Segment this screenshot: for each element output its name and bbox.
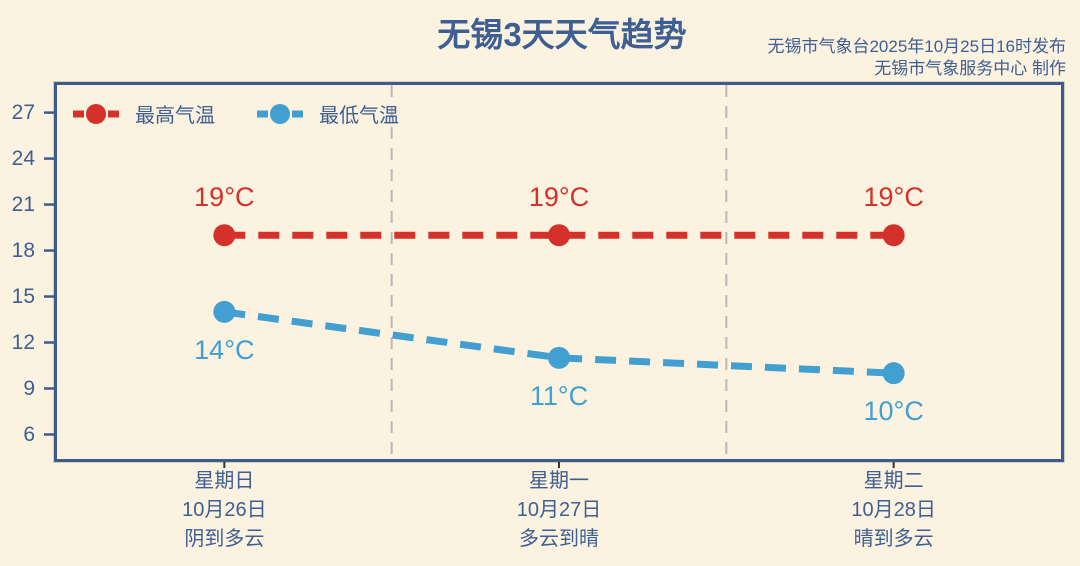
data-point-max-0 — [213, 224, 236, 247]
y-axis-tick-label: 27 — [12, 101, 35, 124]
y-axis-tick-label: 18 — [12, 239, 35, 262]
publisher-release-line: 无锡市气象台2025年10月25日16时发布 — [767, 37, 1066, 56]
publisher-maker-line: 无锡市气象服务中心 制作 — [874, 59, 1066, 79]
x-label-date: 10月26日 — [182, 499, 267, 521]
value-label-max-0: 19°C — [194, 182, 254, 212]
data-point-min-2 — [882, 362, 905, 385]
x-label-weather: 晴到多云 — [853, 528, 934, 550]
min-temp-line-marker-icon — [257, 103, 303, 124]
publisher-info: 无锡市气象台2025年10月25日16时发布 无锡市气象服务中心 制作 — [767, 36, 1066, 81]
x-category-label-2: 星期二 10月28日 晴到多云 — [784, 467, 1004, 554]
y-axis-tick-label: 12 — [12, 331, 35, 354]
legend-label-min-temp: 最低气温 — [319, 105, 399, 127]
x-label-weekday: 星期二 — [863, 470, 924, 492]
legend-item-min-temp: 最低气温 — [257, 99, 399, 128]
x-label-date: 10月28日 — [851, 499, 936, 521]
x-category-label-1: 星期一 10月27日 多云到晴 — [449, 467, 669, 554]
plot-area: 6 9 12 15 18 21 24 27 19°C 19°C 19°C 14°C 11°C 10°C 最… — [12, 82, 1064, 468]
y-axis-tick-label: 21 — [12, 193, 35, 216]
max-temp-line-marker-icon — [73, 103, 119, 124]
data-point-max-1 — [548, 224, 570, 247]
data-point-min-1 — [548, 346, 570, 369]
y-axis-tick-label: 24 — [12, 147, 36, 170]
x-label-weather: 阴到多云 — [184, 528, 265, 550]
x-label-weather: 多云到晴 — [519, 528, 599, 550]
legend-item-max-temp: 最高气温 — [73, 99, 215, 128]
value-label-max-1: 19°C — [529, 182, 589, 212]
x-label-weekday: 星期日 — [194, 470, 255, 492]
y-axis-tick-label: 15 — [12, 285, 35, 308]
value-label-min-2: 10°C — [864, 396, 924, 426]
legend: 最高气温 最低气温 — [73, 99, 399, 128]
legend-label-max-temp: 最高气温 — [135, 105, 215, 127]
x-label-date: 10月27日 — [516, 499, 602, 521]
data-point-max-2 — [882, 224, 905, 247]
value-label-min-0: 14°C — [194, 335, 254, 365]
y-axis-tick-label: 6 — [23, 423, 35, 446]
x-label-weekday: 星期一 — [529, 470, 589, 492]
y-axis-tick-label: 9 — [23, 377, 35, 400]
series-line-min-temp — [223, 308, 894, 377]
chart-canvas: 6 9 12 15 18 21 24 27 19°C 19°C 19°C 14°C 11°C 10°C — [12, 85, 924, 468]
value-label-max-2: 19°C — [864, 182, 924, 212]
x-category-label-0: 星期日 10月26日 阴到多云 — [114, 467, 334, 554]
data-point-min-0 — [213, 300, 236, 323]
value-label-min-1: 11°C — [530, 381, 588, 411]
page-title: 无锡3天天气趋势 — [437, 16, 687, 53]
